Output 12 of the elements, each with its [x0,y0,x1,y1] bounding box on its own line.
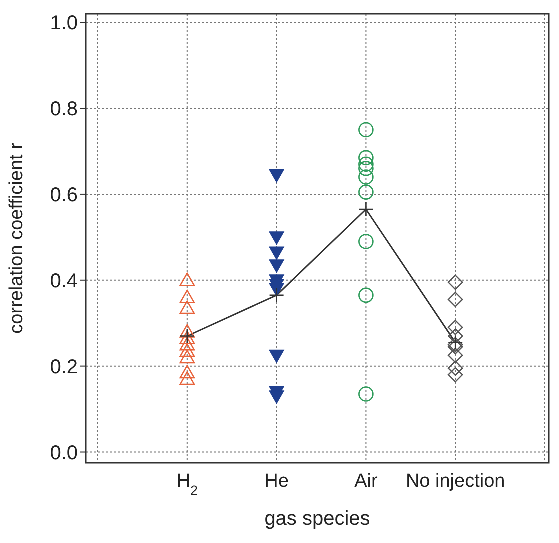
y-tick-label: 0.8 [50,98,78,121]
x-tick-label: H$_{2}$ [176,471,198,498]
x-axis-title: gas species [264,508,370,530]
x-tick-label: No injection [406,471,506,492]
x-tick-label: Air [354,471,378,492]
x-tick-label: He [264,471,289,492]
y-axis-title: correlation coefficient r [6,142,28,334]
y-tick-label: 1.0 [50,12,78,35]
y-tick-label: 0.6 [50,184,78,207]
y-tick-label: 0.4 [50,270,78,292]
y-tick-label: 0.0 [50,442,78,464]
y-tick-label: 0.2 [50,356,78,378]
